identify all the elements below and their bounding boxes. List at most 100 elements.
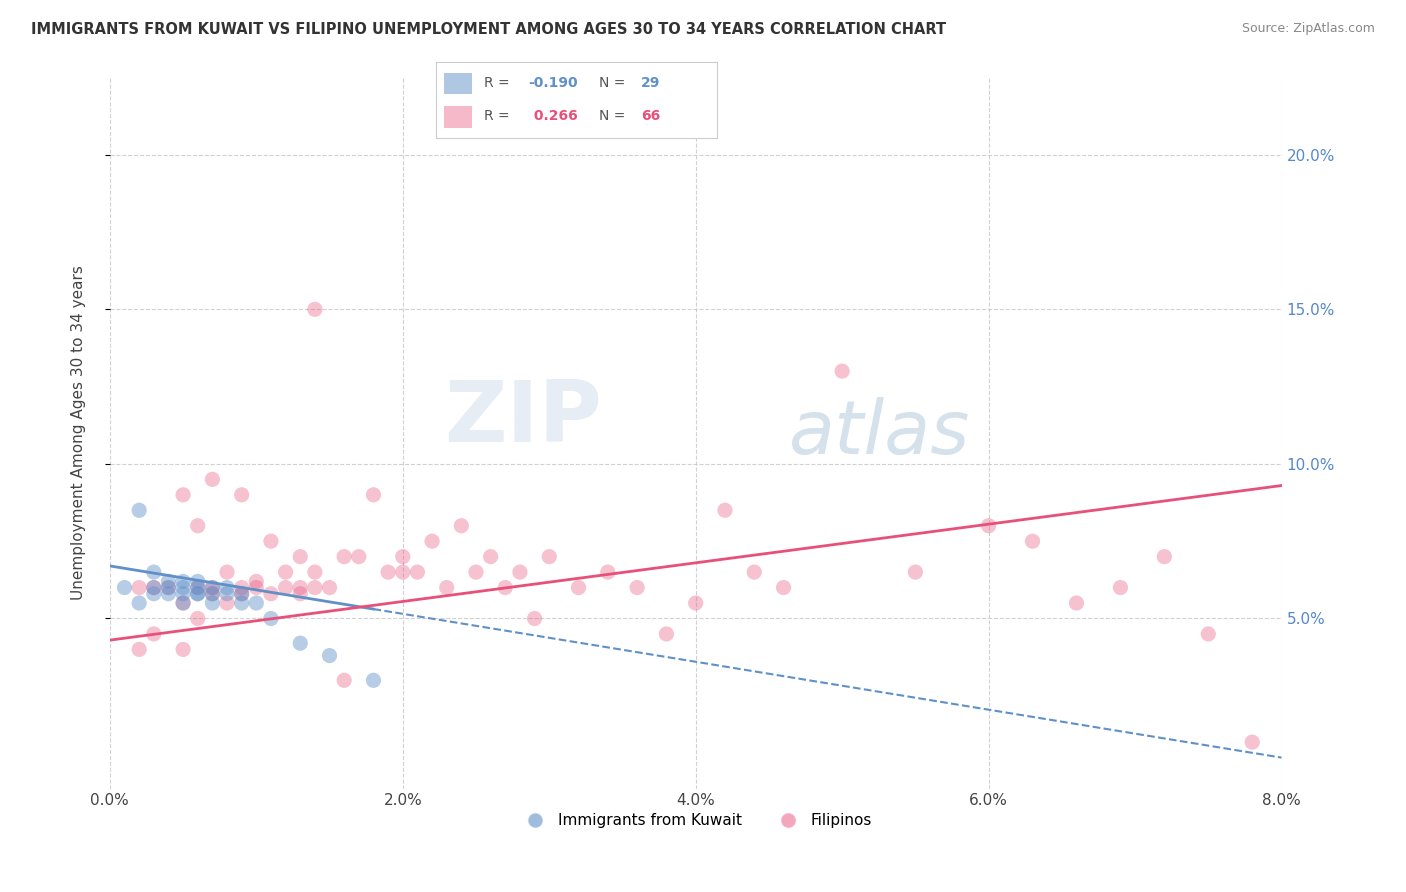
Point <box>1109 581 1132 595</box>
Point <box>377 565 399 579</box>
Point <box>172 596 194 610</box>
Text: R =: R = <box>484 76 513 90</box>
Text: ZIP: ZIP <box>444 377 602 460</box>
Point <box>596 565 619 579</box>
Point <box>260 587 283 601</box>
Point <box>114 581 136 595</box>
Text: N =: N = <box>599 110 630 123</box>
Point <box>436 581 458 595</box>
Point <box>260 534 283 549</box>
Point <box>142 581 165 595</box>
Point <box>347 549 370 564</box>
Point <box>260 611 283 625</box>
Point <box>523 611 546 625</box>
Point <box>231 488 253 502</box>
Point <box>290 581 312 595</box>
Point <box>201 587 224 601</box>
Point <box>187 587 209 601</box>
Point <box>742 565 765 579</box>
Point <box>1021 534 1043 549</box>
Point <box>128 596 150 610</box>
Point <box>142 581 165 595</box>
Point <box>304 581 326 595</box>
Text: N =: N = <box>599 76 630 90</box>
Point <box>1066 596 1088 610</box>
Point <box>304 565 326 579</box>
Point <box>391 565 413 579</box>
Point <box>187 574 209 589</box>
Point <box>187 611 209 625</box>
Point <box>172 581 194 595</box>
Point <box>245 596 267 610</box>
Point <box>187 581 209 595</box>
Text: 29: 29 <box>641 76 661 90</box>
Point <box>157 581 180 595</box>
Point <box>215 565 238 579</box>
Point <box>290 549 312 564</box>
Point <box>465 565 488 579</box>
Point <box>187 518 209 533</box>
Point <box>128 503 150 517</box>
Point <box>172 587 194 601</box>
Point <box>333 673 356 688</box>
Point <box>538 549 561 564</box>
Point <box>333 549 356 564</box>
Point <box>215 587 238 601</box>
Text: -0.190: -0.190 <box>529 76 578 90</box>
Point <box>831 364 853 378</box>
Point <box>567 581 589 595</box>
Text: R =: R = <box>484 110 513 123</box>
Point <box>626 581 648 595</box>
Point <box>172 642 194 657</box>
Text: 0.266: 0.266 <box>529 110 578 123</box>
Point <box>201 581 224 595</box>
Point <box>231 596 253 610</box>
Point <box>685 596 707 610</box>
Point <box>201 581 224 595</box>
Point <box>142 565 165 579</box>
Point <box>274 565 297 579</box>
Point <box>1197 627 1219 641</box>
Point <box>391 549 413 564</box>
Text: Source: ZipAtlas.com: Source: ZipAtlas.com <box>1241 22 1375 36</box>
Point <box>274 581 297 595</box>
Point <box>290 587 312 601</box>
Text: 66: 66 <box>641 110 661 123</box>
Point <box>142 587 165 601</box>
Point <box>231 587 253 601</box>
Point <box>142 627 165 641</box>
Point <box>494 581 516 595</box>
Point <box>215 581 238 595</box>
Point <box>172 596 194 610</box>
Point <box>304 302 326 317</box>
Point <box>231 587 253 601</box>
Point <box>363 488 385 502</box>
Point <box>363 673 385 688</box>
Point <box>420 534 443 549</box>
Point <box>231 581 253 595</box>
Y-axis label: Unemployment Among Ages 30 to 34 years: Unemployment Among Ages 30 to 34 years <box>72 266 86 600</box>
Point <box>714 503 737 517</box>
Point <box>245 581 267 595</box>
Point <box>187 581 209 595</box>
Point <box>509 565 531 579</box>
Point <box>290 636 312 650</box>
Point <box>977 518 1000 533</box>
Point <box>245 574 267 589</box>
Point <box>128 642 150 657</box>
Point <box>172 488 194 502</box>
Point <box>406 565 429 579</box>
Point <box>201 596 224 610</box>
Point <box>201 472 224 486</box>
Text: IMMIGRANTS FROM KUWAIT VS FILIPINO UNEMPLOYMENT AMONG AGES 30 TO 34 YEARS CORREL: IMMIGRANTS FROM KUWAIT VS FILIPINO UNEMP… <box>31 22 946 37</box>
Point <box>128 581 150 595</box>
Point <box>655 627 678 641</box>
Point <box>318 648 340 663</box>
Point <box>187 587 209 601</box>
Point <box>157 581 180 595</box>
Point <box>904 565 927 579</box>
Legend: Immigrants from Kuwait, Filipinos: Immigrants from Kuwait, Filipinos <box>513 807 877 834</box>
Point <box>318 581 340 595</box>
Point <box>479 549 502 564</box>
Text: atlas: atlas <box>789 397 970 469</box>
